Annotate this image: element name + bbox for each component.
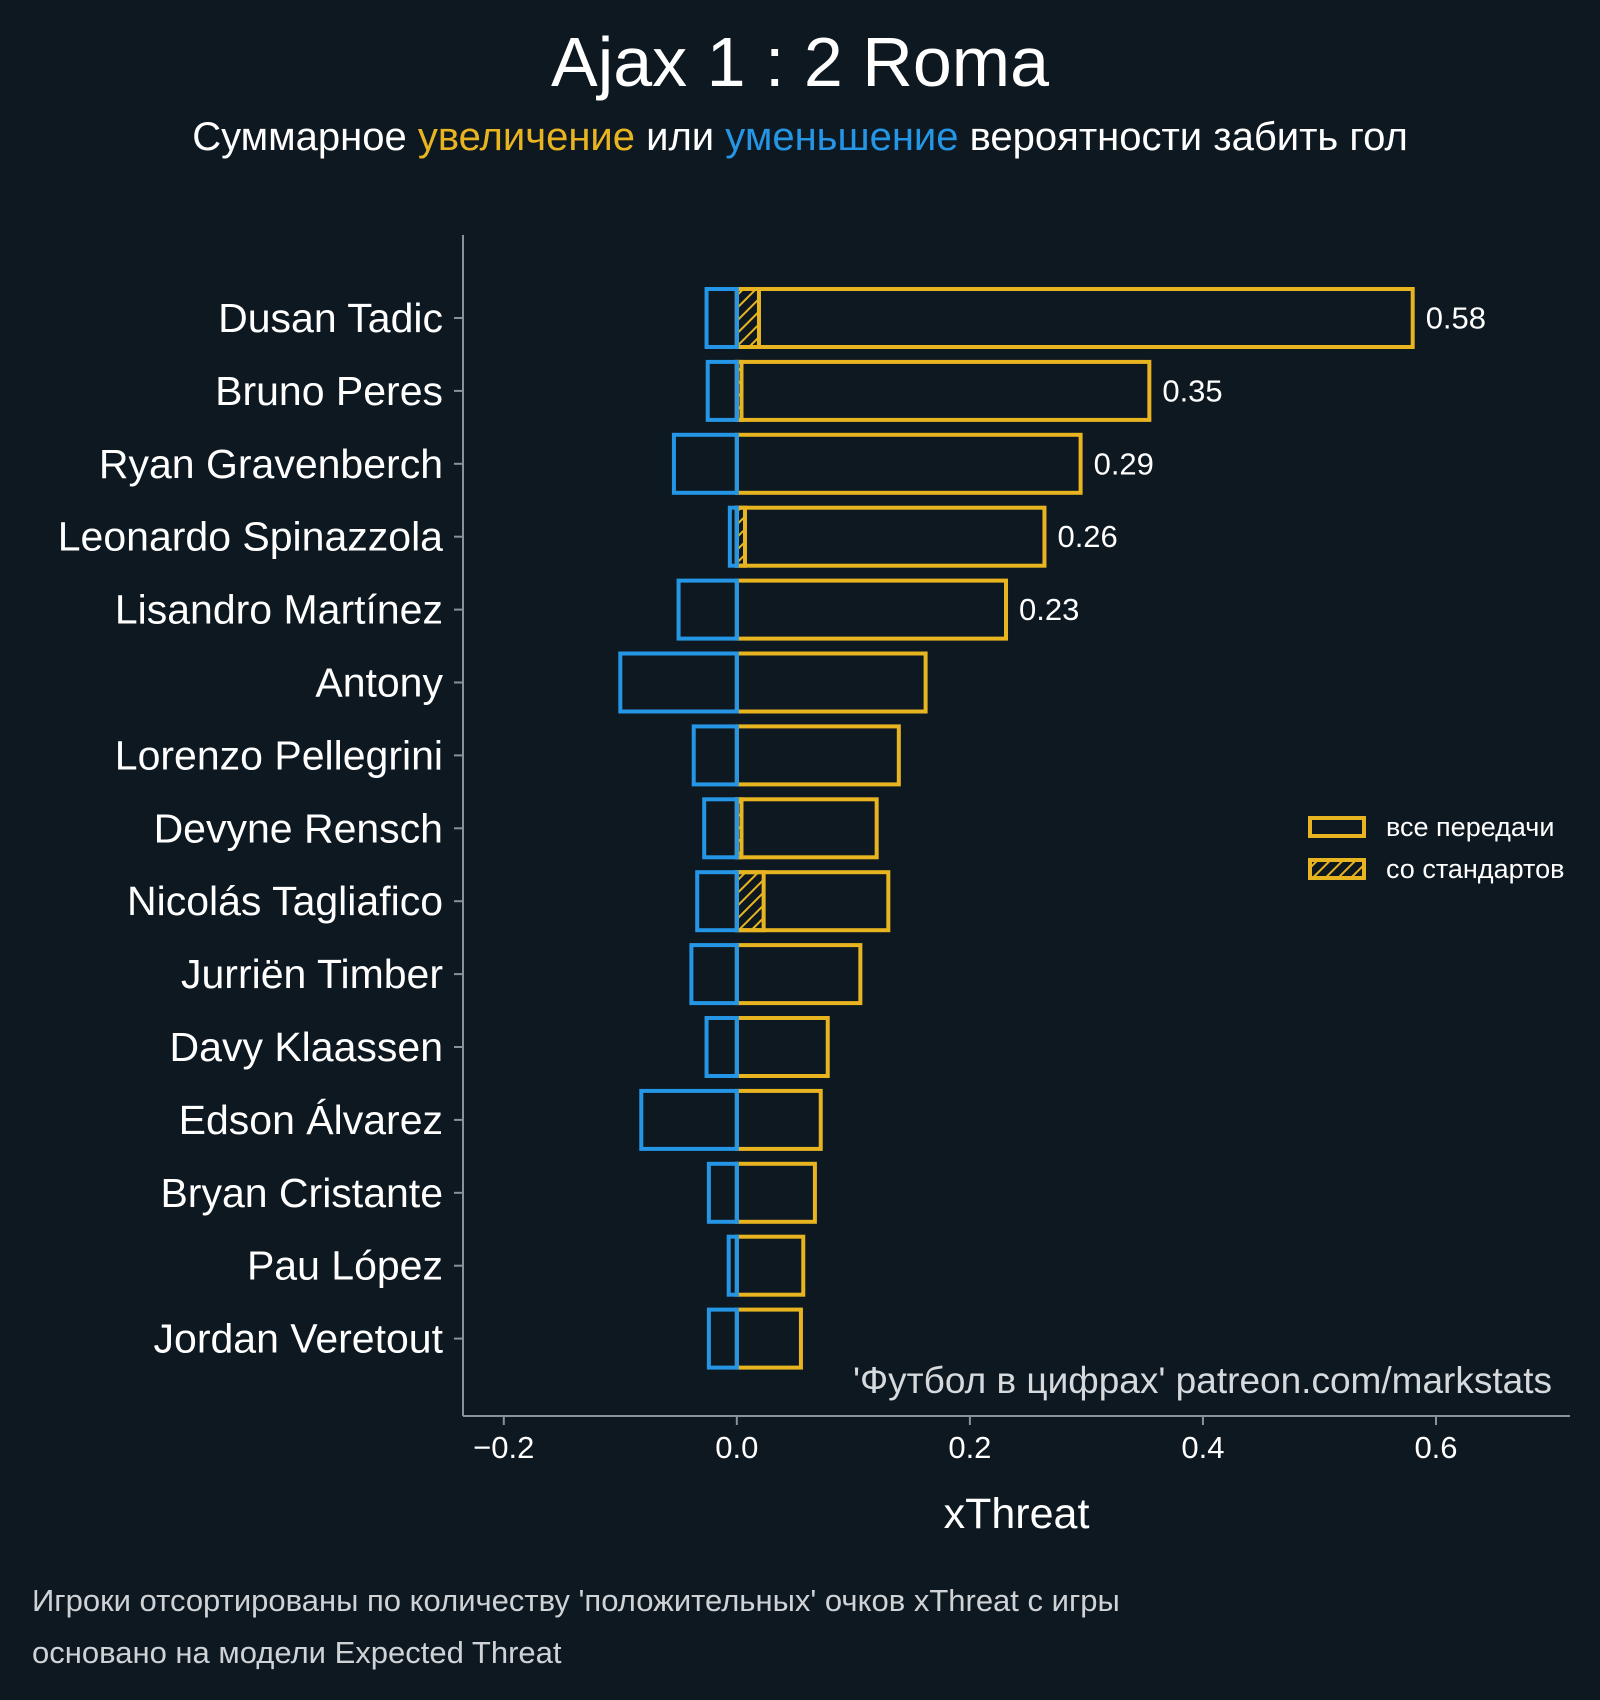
decrease-bar bbox=[704, 1016, 739, 1078]
set-piece-bar bbox=[734, 870, 766, 933]
player-label: Pau López bbox=[247, 1243, 443, 1289]
x-axis-label: xThreat bbox=[944, 1490, 1090, 1538]
player-label: Nicolás Tagliafico bbox=[127, 878, 443, 924]
x-tick-label: 0.6 bbox=[1414, 1430, 1457, 1465]
value-label: 0.35 bbox=[1162, 373, 1222, 408]
value-label: 0.26 bbox=[1057, 519, 1117, 554]
increase-bar bbox=[734, 1307, 803, 1370]
increase-bar bbox=[734, 651, 928, 714]
footnote-model: основано на модели Expected Threat bbox=[32, 1635, 562, 1670]
player-label: Jurriën Timber bbox=[181, 951, 443, 997]
decrease-bar bbox=[695, 870, 739, 933]
increase-bar bbox=[734, 432, 1083, 495]
decrease-bar bbox=[691, 724, 739, 787]
decrease-bar bbox=[706, 1307, 739, 1370]
player-label: Lisandro Martínez bbox=[115, 587, 443, 633]
decrease-bar bbox=[726, 1234, 739, 1297]
chart-title: Ajax 1 : 2 Roma bbox=[551, 23, 1049, 101]
subtitle-increase: увеличение bbox=[417, 115, 635, 159]
decrease-bar bbox=[706, 1161, 739, 1224]
player-label: Bruno Peres bbox=[215, 368, 443, 414]
increase-bar bbox=[734, 505, 1047, 568]
watermark-annotation: 'Футбол в цифрах' patreon.com/markstats bbox=[853, 1360, 1552, 1401]
increase-bar bbox=[734, 1016, 830, 1078]
increase-bar bbox=[734, 1088, 823, 1151]
increase-bar bbox=[734, 287, 1415, 349]
legend-label-all-passes: все передачи bbox=[1386, 812, 1554, 842]
x-tick-label: −0.2 bbox=[473, 1430, 534, 1465]
legend-swatch-set-pieces bbox=[1308, 858, 1366, 880]
decrease-bar bbox=[702, 797, 739, 860]
legend-label-set-pieces: со стандартов bbox=[1386, 854, 1564, 884]
player-label: Devyne Rensch bbox=[154, 805, 443, 851]
set-piece-bar bbox=[734, 287, 761, 349]
decrease-bar bbox=[671, 432, 739, 495]
subtitle-part1: Суммарное bbox=[192, 115, 418, 159]
x-tick-label: 0.2 bbox=[948, 1430, 991, 1465]
increase-bar bbox=[734, 724, 901, 787]
subtitle-part3: вероятности забить гол bbox=[958, 115, 1408, 159]
increase-bar bbox=[734, 1161, 817, 1224]
player-label: Dusan Tadic bbox=[218, 295, 443, 341]
value-label: 0.23 bbox=[1019, 592, 1079, 627]
x-tick-label: 0.4 bbox=[1181, 1430, 1224, 1465]
increase-bar bbox=[734, 943, 863, 1006]
decrease-bar bbox=[639, 1088, 739, 1151]
player-label: Antony bbox=[315, 660, 443, 706]
increase-bar bbox=[734, 578, 1009, 641]
increase-bar bbox=[734, 797, 879, 860]
player-label: Bryan Cristante bbox=[160, 1170, 443, 1216]
chart-subtitle: Суммарное увеличение или уменьшение веро… bbox=[0, 115, 1600, 160]
value-label: 0.58 bbox=[1426, 301, 1486, 336]
increase-bar bbox=[734, 1234, 806, 1297]
subtitle-part2: или bbox=[635, 115, 726, 159]
player-label: Edson Álvarez bbox=[179, 1097, 443, 1143]
player-label: Ryan Gravenberch bbox=[99, 441, 443, 487]
player-label: Jordan Veretout bbox=[154, 1316, 444, 1362]
legend-swatch-all-passes bbox=[1308, 816, 1366, 838]
player-label: Davy Klaassen bbox=[170, 1024, 443, 1070]
value-label: 0.29 bbox=[1094, 446, 1154, 481]
decrease-bar bbox=[676, 578, 739, 641]
decrease-bar bbox=[689, 943, 739, 1006]
subtitle-decrease: уменьшение bbox=[725, 115, 959, 159]
decrease-bar bbox=[705, 359, 739, 422]
player-label: Lorenzo Pellegrini bbox=[115, 732, 443, 778]
decrease-bar bbox=[704, 287, 739, 349]
footnote-sorting: Игроки отсортированы по количеству 'поло… bbox=[32, 1583, 1120, 1618]
player-label: Leonardo Spinazzola bbox=[58, 514, 443, 560]
x-tick-label: 0.0 bbox=[715, 1430, 758, 1465]
decrease-bar bbox=[727, 505, 739, 568]
increase-bar bbox=[734, 359, 1152, 422]
decrease-bar bbox=[618, 651, 739, 714]
